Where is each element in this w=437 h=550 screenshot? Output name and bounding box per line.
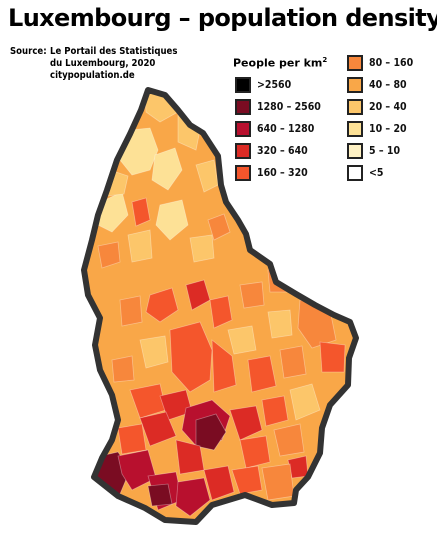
legend-swatch (347, 121, 363, 137)
region (139, 335, 169, 369)
legend-swatch (347, 143, 363, 159)
legend-label: 20 – 40 (369, 101, 407, 113)
legend-swatch (235, 77, 251, 93)
region (261, 395, 289, 427)
region (169, 321, 213, 393)
region (247, 355, 277, 393)
legend-title-superscript: 2 (322, 56, 328, 64)
region (227, 325, 257, 355)
legend-swatch (347, 165, 363, 181)
legend-label: 640 – 1280 (257, 123, 315, 135)
region (279, 345, 307, 379)
country-border (81, 87, 359, 525)
region (195, 413, 227, 451)
region (111, 355, 135, 383)
legend-swatch (347, 77, 363, 93)
legend-label: 160 – 320 (257, 167, 308, 179)
legend-item: 20 – 40 (347, 98, 407, 116)
legend-label: 40 – 80 (369, 79, 407, 91)
region (97, 241, 121, 269)
legend-swatch (347, 99, 363, 115)
legend-title: People per km2 (233, 56, 327, 70)
map-title: Luxembourg – population density (8, 4, 437, 32)
region (147, 483, 173, 507)
legend-label: 10 – 20 (369, 123, 407, 135)
region (261, 463, 295, 501)
region (211, 339, 237, 393)
region (145, 287, 179, 323)
legend-swatch (235, 143, 251, 159)
legend-label: 320 – 640 (257, 145, 308, 157)
region (175, 477, 211, 517)
legend-item: 80 – 160 (347, 54, 413, 72)
legend-label: 5 – 10 (369, 145, 401, 157)
source-line: du Luxembourg, 2020 (50, 58, 156, 69)
legend-label: <5 (369, 167, 384, 179)
region (207, 213, 231, 241)
source-label: Source: (10, 46, 47, 57)
legend-item: 5 – 10 (347, 142, 400, 160)
region (117, 449, 157, 491)
region (289, 383, 321, 421)
region (267, 309, 293, 339)
region (239, 435, 271, 469)
legend-item: >2560 (235, 76, 291, 94)
source-line: citypopulation.de (50, 70, 135, 81)
region (127, 229, 153, 263)
region (119, 295, 143, 327)
legend-swatch (235, 99, 251, 115)
legend-item: 1280 – 2560 (235, 98, 321, 116)
legend-item: <5 (347, 164, 384, 182)
legend-item: 640 – 1280 (235, 120, 314, 138)
density-regions (91, 91, 346, 517)
legend-label: 80 – 160 (369, 57, 414, 69)
region (229, 405, 263, 441)
region (139, 411, 177, 447)
region (273, 423, 305, 457)
region (319, 341, 346, 373)
region (203, 465, 235, 501)
region (155, 199, 189, 241)
legend-label: 1280 – 2560 (257, 101, 321, 113)
legend-item: 40 – 80 (347, 76, 407, 94)
region (131, 197, 151, 227)
legend-label: >2560 (257, 79, 292, 91)
region (151, 147, 183, 191)
source-line: Le Portail des Statistiques (50, 46, 178, 57)
legend-item: 160 – 320 (235, 164, 308, 182)
region (231, 465, 263, 495)
legend-item: 320 – 640 (235, 142, 308, 160)
legend-item: 10 – 20 (347, 120, 407, 138)
region (209, 295, 233, 329)
legend-swatch (235, 165, 251, 181)
region (189, 234, 215, 263)
legend-title-text: People per km (233, 56, 323, 70)
region (239, 281, 265, 309)
legend-swatch (347, 55, 363, 71)
legend-swatch (235, 121, 251, 137)
region (117, 423, 147, 455)
